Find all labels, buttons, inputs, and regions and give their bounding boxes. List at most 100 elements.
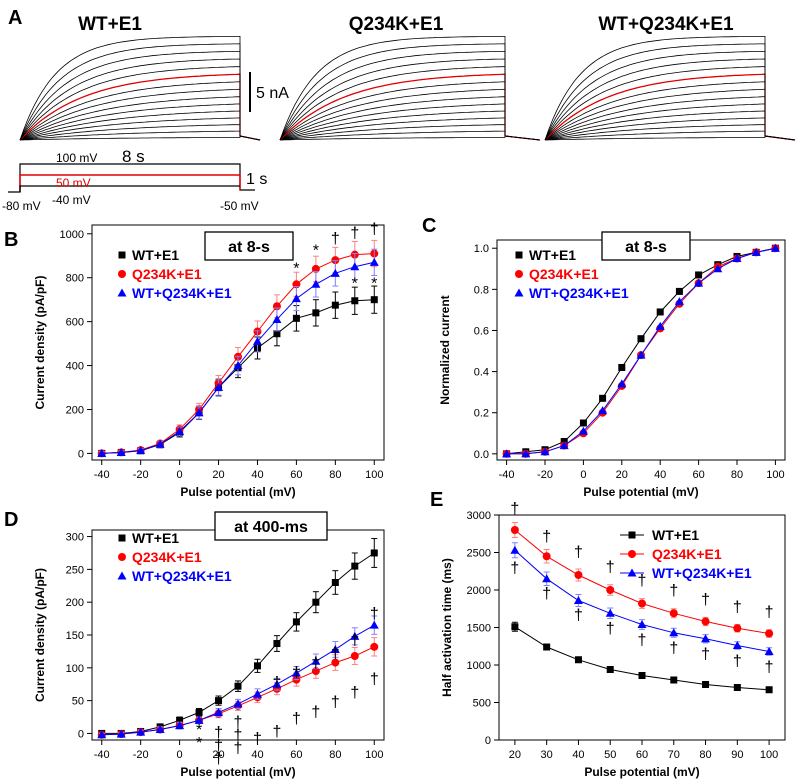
current-trace: [279, 96, 541, 141]
significance-mark: †: [606, 559, 615, 576]
chart-title-box: [214, 511, 328, 541]
current-trace: [19, 43, 261, 141]
data-point: [638, 599, 646, 608]
voltage-protocol: 100 mV 8 s 50 mV -40 mV -80 mV -50 mV 1 …: [2, 147, 267, 213]
legend-marker: [118, 270, 126, 278]
data-point: [694, 278, 704, 287]
chart-title-box: [204, 231, 294, 261]
trace-title-mix: WT+Q234K+E1: [598, 14, 734, 35]
panel-letter-b: B: [4, 229, 18, 251]
data-point: [638, 672, 646, 679]
current-trace: [279, 73, 541, 141]
significance-mark: †: [542, 528, 551, 545]
y-tick-label: 400: [66, 361, 84, 373]
data-point: [765, 629, 774, 638]
data-point: [670, 676, 678, 684]
significance-mark: †: [370, 606, 379, 623]
current-trace: [19, 66, 261, 141]
data-point: [175, 721, 185, 730]
data-point: [370, 642, 379, 651]
data-point: [579, 419, 587, 427]
legend-label: Q234K+E1: [529, 266, 599, 282]
current-trace: [279, 51, 541, 141]
significance-mark: †: [574, 607, 583, 624]
data-point: [669, 628, 679, 637]
data-point: [116, 729, 126, 738]
significance-mark: †: [510, 560, 519, 577]
data-point: [636, 350, 646, 359]
current-trace: [279, 124, 541, 141]
y-tick-label: 600: [66, 317, 84, 329]
legend-label: WT+Q234K+E1: [652, 565, 752, 581]
data-point: [713, 264, 723, 273]
data-point: [511, 623, 519, 631]
y-tick-label: 0: [78, 448, 84, 460]
data-point: [350, 262, 360, 271]
data-point: [155, 725, 165, 733]
data-point: [765, 686, 773, 694]
chart-e: 20 30 40 50 60 70 80 90 100050010001500200025003…: [440, 501, 786, 779]
current-trace: [544, 130, 796, 141]
legend-label: Q234K+E1: [132, 549, 202, 565]
data-point: [542, 552, 551, 561]
current-trace: [19, 103, 261, 141]
x-axis-label: Pulse potential (mV): [180, 485, 295, 499]
significance-mark: †: [370, 221, 379, 238]
current-trace: [19, 58, 261, 141]
y-tick-label: 200: [66, 597, 84, 609]
data-point: [175, 426, 185, 435]
significance-mark: *: [293, 260, 299, 277]
y-tick-label: 0.8: [474, 284, 489, 296]
y-tick-label: 500: [473, 698, 491, 710]
current-trace: [279, 43, 541, 141]
data-point: [215, 697, 223, 705]
y-tick-label: 800: [66, 273, 84, 285]
data-point: [311, 667, 320, 676]
y-tick-label: 2500: [467, 548, 491, 560]
significance-mark: *: [313, 243, 319, 260]
data-point: [770, 243, 780, 252]
data-point: [656, 308, 664, 316]
significance-mark: †: [574, 544, 583, 561]
data-point: [598, 406, 608, 415]
data-point: [543, 643, 551, 651]
data-point: [292, 618, 300, 626]
panel-letter-d: D: [4, 509, 18, 531]
data-point: [214, 383, 224, 392]
data-point: [311, 264, 320, 273]
data-point: [234, 682, 242, 690]
data-point: [751, 247, 761, 256]
x-tick-label: 100: [760, 749, 778, 761]
data-point: [732, 641, 742, 649]
data-point: [702, 681, 710, 688]
current-trace: [279, 110, 541, 141]
chart-title: at 8-s: [625, 239, 667, 256]
data-point: [369, 257, 379, 266]
panel-letter-e: E: [430, 489, 443, 511]
current-trace: [279, 66, 541, 141]
chart-d: -40 -20 0 20 40 60 80 100 0 50 100 150 200 250 300 Puls…: [33, 511, 385, 779]
data-point: [701, 634, 711, 643]
significance-mark: †: [272, 675, 281, 692]
data-point: [351, 297, 359, 305]
data-point: [252, 689, 262, 698]
protocol-tail-duration: 1 s: [246, 171, 267, 188]
data-point: [97, 730, 107, 739]
y-axis-label: Half activation time (ms): [440, 558, 454, 697]
current-trace: [544, 81, 796, 141]
protocol-v-bottom: -40 mV: [52, 193, 91, 207]
chart-title: at 400-ms: [234, 519, 308, 536]
trace-title-q234k: Q234K+E1: [349, 14, 444, 35]
data-point: [574, 656, 582, 664]
x-tick-label: 0: [177, 469, 183, 481]
legend-label: WT+E1: [132, 530, 179, 546]
data-point: [155, 439, 165, 448]
current-trace: [544, 135, 796, 141]
y-tick-label: 0.4: [474, 367, 489, 379]
significance-mark: †: [331, 231, 340, 248]
current-trace: [19, 96, 261, 141]
data-point: [233, 361, 243, 370]
series-wt-q234k-e1: [97, 615, 379, 739]
data-point: [331, 579, 339, 586]
